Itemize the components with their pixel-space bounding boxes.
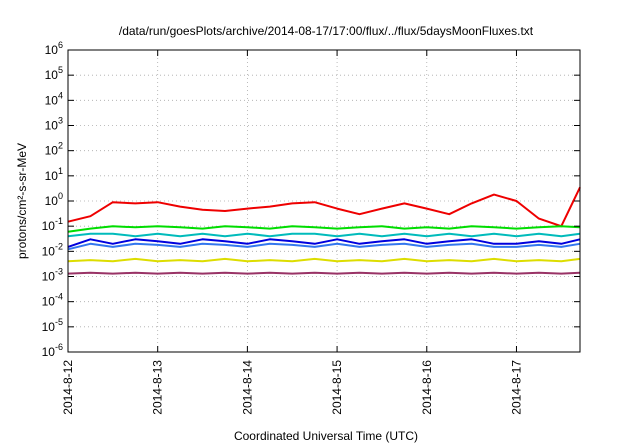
y-tick-label: 10-6	[42, 342, 63, 359]
x-tick-label: 2014-8-12	[61, 360, 75, 415]
x-tick-label: 2014-8-15	[330, 360, 344, 415]
y-tick-label: 100	[45, 191, 63, 208]
series-line-3	[67, 232, 581, 238]
y-tick-label: 101	[45, 166, 63, 183]
x-tick-label: 2014-8-14	[240, 360, 254, 415]
y-tick-label: 103	[45, 116, 63, 133]
series-line-2	[67, 225, 581, 233]
y-tick-label: 10-1	[42, 216, 63, 233]
y-tick-label: 10-3	[42, 267, 63, 284]
series-line-1	[67, 186, 581, 228]
chart-title: /data/run/goesPlots/archive/2014-08-17/1…	[119, 24, 534, 38]
grid-lines	[67, 50, 580, 352]
y-tick-label: 10-2	[42, 241, 63, 258]
y-tick-label: 106	[45, 40, 63, 57]
series-group	[67, 186, 581, 275]
y-tick-label: 105	[45, 65, 63, 82]
y-tick-label: 102	[45, 141, 63, 158]
series-line-6	[67, 257, 581, 263]
y-tick-label: 10-4	[42, 292, 63, 309]
y-axis: 10-6 10-5 10-4 10-3 10-2 10-1 100 101 102 103 104 1…	[42, 40, 580, 359]
series-line-5	[67, 242, 581, 251]
x-axis-label: Coordinated Universal Time (UTC)	[234, 429, 418, 443]
y-tick-label: 10-5	[42, 317, 63, 334]
y-axis-label: protons/cm²-s-sr-MeV	[15, 143, 29, 259]
x-tick-label: 2014-8-16	[420, 360, 434, 415]
x-axis: 2014-8-12 2014-8-13 2014-8-14 2014-8-15 2014…	[61, 50, 523, 415]
series-line-7	[67, 271, 581, 275]
x-tick-label: 2014-8-17	[509, 360, 523, 415]
y-tick-label: 104	[45, 90, 63, 107]
x-tick-label: 2014-8-13	[151, 360, 165, 415]
series-line-4	[67, 238, 581, 248]
